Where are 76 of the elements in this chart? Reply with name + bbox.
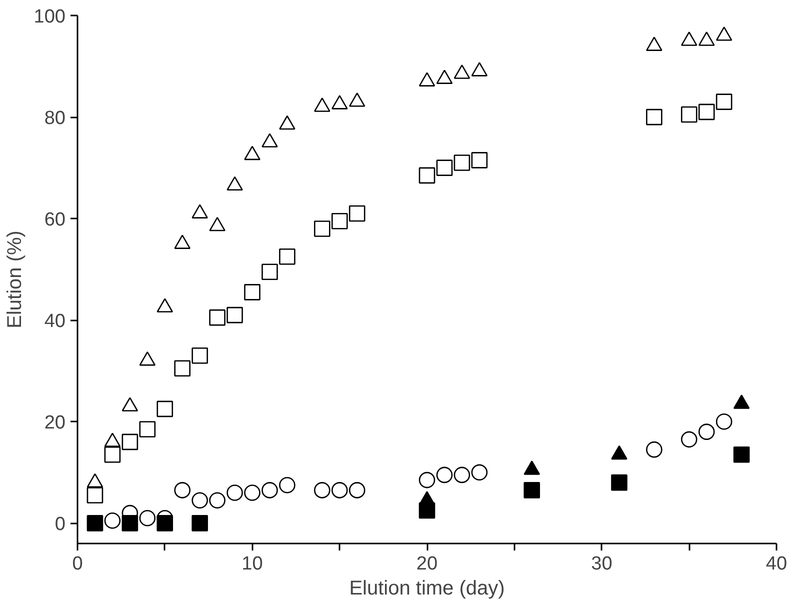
point [348,205,366,222]
point [314,220,330,237]
point [244,146,260,160]
point [680,32,698,46]
point [226,484,243,501]
y-tick-label: 20 [44,412,66,434]
y-tick-label: 0 [54,514,66,536]
y-tick-label: 40 [44,311,66,332]
point [262,264,278,280]
point [244,284,260,300]
point [174,360,190,376]
point [174,234,190,249]
point [209,492,226,508]
point [192,492,208,508]
point [418,72,436,86]
point [348,92,366,107]
point [279,248,296,265]
point [454,64,470,79]
point [122,515,138,532]
point [174,482,190,498]
point [156,515,174,532]
point [698,32,715,46]
point [226,176,243,191]
point [716,414,732,430]
point [418,472,436,488]
point [716,26,732,41]
point [646,36,662,51]
x-axis-title: Elution time (day) [349,578,505,600]
y-axis-title: Elution (%) [4,230,26,328]
point [226,306,243,324]
point [454,466,470,484]
point [156,400,174,418]
point [646,441,662,458]
point [436,160,453,176]
point [331,212,348,230]
point [104,512,121,529]
point [262,133,278,148]
point [262,482,278,498]
point [209,309,226,326]
point [331,482,348,498]
point [156,298,174,312]
y-tick-label: 60 [44,210,66,231]
point [331,95,348,110]
x-tick-label: 20 [416,554,438,574]
point [436,466,453,484]
point [611,474,628,491]
point [314,98,330,112]
point [279,476,296,494]
point [436,70,453,84]
x-tick-label: 10 [242,554,263,574]
x-tick-label: 40 [766,554,788,574]
point [122,434,138,450]
point [348,482,366,498]
point [698,424,715,440]
point [192,348,208,364]
x-tick-label: 30 [591,554,612,574]
point [192,515,208,532]
point [733,446,750,463]
point [524,482,540,498]
point [86,515,104,532]
point [680,431,698,448]
y-tick-label: 80 [44,108,66,130]
y-tick-label: 100 [34,6,66,28]
point [209,216,226,232]
point [279,115,296,130]
point [139,421,156,438]
point [139,510,156,526]
point [244,484,260,501]
point [104,446,121,463]
point [471,62,488,76]
x-tick-label: 0 [72,554,83,574]
point [192,204,208,218]
point [418,502,436,519]
point [86,487,104,504]
point [471,464,488,481]
point [314,482,330,498]
